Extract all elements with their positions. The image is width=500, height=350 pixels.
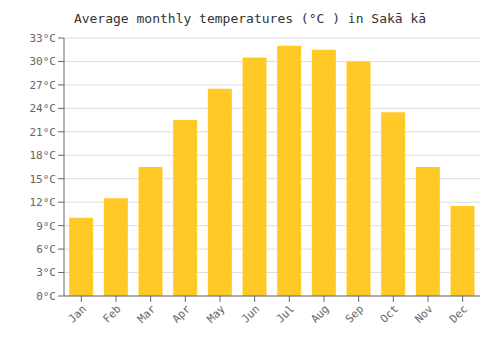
svg-text:Dec: Dec — [447, 302, 470, 325]
svg-text:33°C: 33°C — [30, 32, 57, 45]
svg-text:Feb: Feb — [100, 302, 123, 325]
svg-text:21°C: 21°C — [30, 126, 57, 139]
svg-text:Oct: Oct — [378, 302, 401, 325]
svg-text:May: May — [204, 302, 228, 326]
svg-text:24°C: 24°C — [30, 102, 57, 115]
svg-text:0°C: 0°C — [36, 290, 56, 303]
svg-text:27°C: 27°C — [30, 79, 57, 92]
svg-text:30°C: 30°C — [30, 55, 57, 68]
svg-text:Jan: Jan — [66, 302, 89, 325]
svg-text:9°C: 9°C — [36, 220, 56, 233]
svg-text:Jul: Jul — [274, 302, 297, 325]
html-text:Average monthly temperatures (: Average monthly temperatures (°C ) in Sa… — [73, 11, 427, 26]
svg-text:Nov: Nov — [412, 302, 436, 326]
svg-text:Aug: Aug — [308, 302, 331, 325]
svg-text:6°C: 6°C — [36, 243, 56, 256]
svg-text:Apr: Apr — [170, 302, 194, 326]
svg-text:Mar: Mar — [135, 302, 159, 326]
svg-text:Sep: Sep — [343, 302, 366, 325]
svg-text:Jun: Jun — [239, 302, 262, 325]
svg-text:12°C: 12°C — [30, 196, 57, 209]
svg-text:18°C: 18°C — [30, 149, 57, 162]
svg-text:15°C: 15°C — [30, 173, 57, 186]
svg-text:3°C: 3°C — [36, 266, 56, 279]
